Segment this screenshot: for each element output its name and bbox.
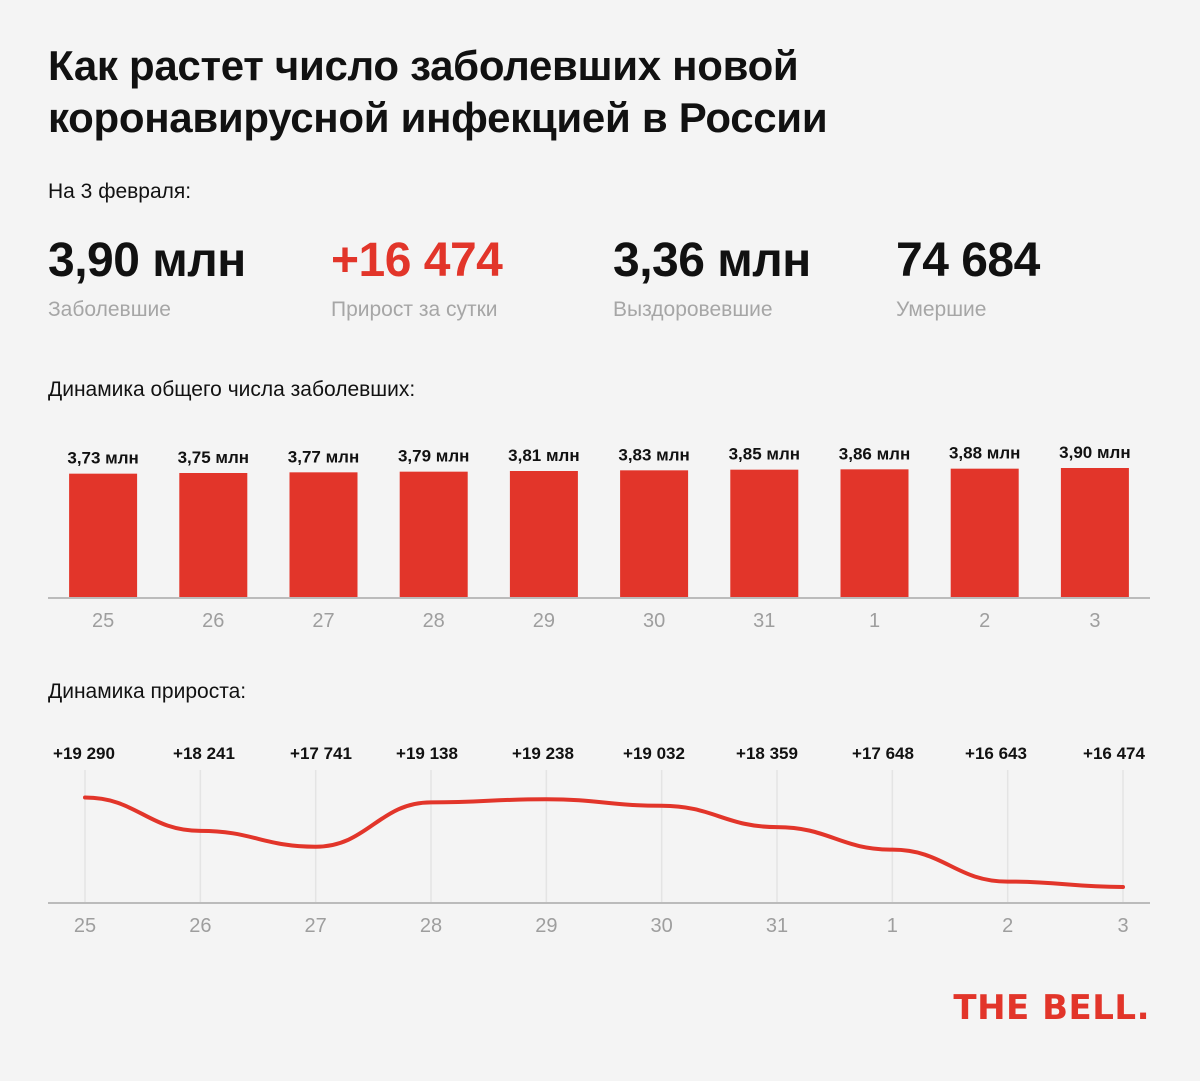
bar-value-label: 3,79 млн <box>398 447 469 466</box>
date-label: На 3 февраля: <box>48 180 192 203</box>
bar-2 <box>950 468 1019 598</box>
bar-3 <box>1060 468 1129 598</box>
line-value-label: +19 032 <box>623 744 685 763</box>
bar-value-label: 3,85 млн <box>729 445 800 464</box>
x-tick-label: 1 <box>887 915 898 937</box>
stats-row: 3,90 млн Заболевшие +16 474 Прирост за с… <box>48 232 1158 332</box>
x-tick-label: 2 <box>1002 915 1013 937</box>
stat-daily-increase: +16 474 Прирост за сутки <box>331 232 503 322</box>
x-tick-label: 25 <box>92 610 114 632</box>
stat-deaths: 74 684 Умершие <box>896 232 1040 322</box>
line-chart-label: Динамика прироста: <box>48 680 247 703</box>
x-tick-label: 26 <box>189 915 211 937</box>
x-tick-label: 1 <box>869 610 880 632</box>
the-bell-logo: THE BELL. <box>953 988 1150 1028</box>
chart-title-line-2: коронавирусной инфекцией в России <box>48 94 828 141</box>
line-value-label: +18 241 <box>173 744 235 763</box>
bar-value-label: 3,86 млн <box>839 444 910 463</box>
line-value-label: +19 290 <box>53 744 115 763</box>
x-tick-label: 29 <box>535 915 557 937</box>
stat-recovered-label: Выздоровевшие <box>613 298 773 321</box>
bar-1 <box>840 469 909 598</box>
bar-value-label: 3,83 млн <box>618 445 689 464</box>
x-tick-label: 2 <box>979 610 990 632</box>
line-value-label: +17 741 <box>290 744 352 763</box>
line-value-label: +18 359 <box>736 744 798 763</box>
line-value-label: +19 238 <box>512 744 574 763</box>
line-chart: +19 290 25 +18 241 26 +17 741 27 +19 138 28 +19 … <box>48 744 1150 937</box>
stat-cases-value: 3,90 млн <box>48 234 246 287</box>
bar-value-label: 3,75 млн <box>178 448 249 467</box>
x-tick-label: 31 <box>753 610 775 632</box>
stat-deaths-value: 74 684 <box>896 234 1040 287</box>
bar-chart: 3,73 млн 25 3,75 млн 26 3,77 млн 27 3,79 млн 28… <box>48 443 1150 632</box>
stat-daily-increase-value: +16 474 <box>331 234 503 287</box>
chart-title: Как растет число заболевших новой корона… <box>48 40 948 144</box>
x-tick-label: 31 <box>766 915 788 937</box>
bar-value-label: 3,90 млн <box>1059 443 1130 462</box>
series-line <box>83 795 1125 889</box>
x-tick-label: 3 <box>1117 915 1128 937</box>
bar-29 <box>509 471 578 598</box>
x-tick-label: 28 <box>420 915 442 937</box>
line-value-label: +16 643 <box>965 744 1027 763</box>
stat-deaths-label: Умершие <box>896 298 987 321</box>
bar-value-label: 3,77 млн <box>288 447 359 466</box>
line-value-label: +17 648 <box>852 744 914 763</box>
x-tick-label: 27 <box>312 610 334 632</box>
stat-daily-increase-label: Прирост за сутки <box>331 298 498 321</box>
x-tick-label: 30 <box>651 915 673 937</box>
stat-recovered-value: 3,36 млн <box>613 234 811 287</box>
x-tick-label: 25 <box>74 915 96 937</box>
chart-title-line-1: Как растет число заболевших новой <box>48 42 799 89</box>
bar-value-label: 3,88 млн <box>949 444 1020 463</box>
bar-28 <box>399 471 468 598</box>
bar-chart-label: Динамика общего числа заболевших: <box>48 378 416 401</box>
x-tick-label: 29 <box>533 610 555 632</box>
bar-value-label: 3,73 млн <box>67 449 138 468</box>
stat-cases: 3,90 млн Заболевшие <box>48 232 246 322</box>
bar-31 <box>730 469 799 598</box>
bar-27 <box>289 472 358 598</box>
x-tick-label: 26 <box>202 610 224 632</box>
bar-26 <box>179 473 248 598</box>
stat-cases-label: Заболевшие <box>48 298 171 321</box>
bar-value-label: 3,81 млн <box>508 446 579 465</box>
stat-recovered: 3,36 млн Выздоровевшие <box>613 232 811 322</box>
bar-30 <box>620 470 689 598</box>
x-tick-label: 30 <box>643 610 665 632</box>
x-tick-label: 27 <box>305 915 327 937</box>
bar-25 <box>69 473 138 598</box>
line-value-label: +19 138 <box>396 744 458 763</box>
logo-text: THE BELL. <box>953 988 1150 1028</box>
x-tick-label: 28 <box>423 610 445 632</box>
x-tick-label: 3 <box>1089 610 1100 632</box>
line-value-label: +16 474 <box>1083 744 1145 763</box>
